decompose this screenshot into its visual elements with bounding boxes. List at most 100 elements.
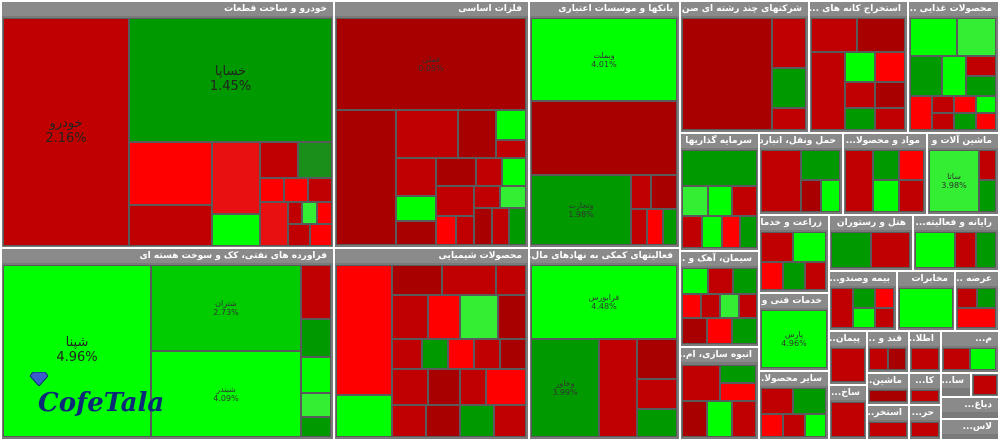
tile[interactable]: [954, 113, 976, 130]
tile[interactable]: [915, 232, 955, 268]
tile-shpna[interactable]: شپنا 4.96%: [3, 265, 151, 437]
tile[interactable]: [875, 82, 905, 108]
tile[interactable]: [436, 158, 476, 186]
sector-hotel[interactable]: هتل و رستوران: [830, 216, 912, 270]
tile[interactable]: [500, 339, 526, 369]
tile-pars[interactable]: پارس 4.96%: [761, 310, 827, 368]
sector-metals[interactable]: فلزات اساسی فملی 0.05%: [335, 2, 528, 247]
sector-mass-body[interactable]: [681, 364, 758, 439]
tile[interactable]: [873, 180, 899, 212]
tile[interactable]: [260, 142, 298, 178]
tile[interactable]: [899, 150, 924, 180]
tile[interactable]: [284, 178, 308, 202]
tile[interactable]: [910, 96, 932, 130]
tile[interactable]: [392, 339, 422, 369]
tile[interactable]: [720, 383, 756, 401]
sector-build[interactable]: ساخ...: [830, 386, 866, 439]
tile[interactable]: [682, 294, 701, 318]
tile[interactable]: [831, 232, 871, 268]
tile[interactable]: [761, 232, 793, 262]
tile[interactable]: [911, 390, 939, 402]
sector-misc2[interactable]: کا...: [910, 374, 940, 404]
tile[interactable]: [631, 209, 647, 245]
tile[interactable]: [708, 268, 733, 294]
tile[interactable]: [821, 180, 840, 212]
sector-telecom[interactable]: مخابرات: [898, 272, 954, 330]
tile[interactable]: [943, 348, 970, 370]
tile[interactable]: [496, 140, 526, 158]
tile-sata[interactable]: ساتا 3.98%: [929, 150, 979, 212]
tile-fa[interactable]: فرابورس 4.48%: [531, 265, 677, 339]
tile[interactable]: [932, 113, 954, 130]
tile[interactable]: [911, 422, 939, 437]
tile[interactable]: [805, 262, 826, 290]
sector-transport[interactable]: حمل ونقل، انبارد...: [760, 134, 842, 214]
tile[interactable]: [502, 158, 526, 186]
tile[interactable]: [336, 110, 396, 245]
tile[interactable]: [496, 110, 526, 140]
tile[interactable]: [396, 110, 458, 158]
tile[interactable]: [301, 417, 331, 437]
sector-finance-aux[interactable]: فعالیتهای کمکی به نهادهای مال... فرابورس…: [530, 249, 679, 439]
tile[interactable]: [682, 150, 757, 186]
tile[interactable]: [301, 393, 331, 417]
tile[interactable]: [682, 318, 707, 344]
tile[interactable]: [392, 265, 442, 295]
tile[interactable]: [298, 142, 332, 178]
sector-cement[interactable]: سیمان، آهک و ...: [681, 252, 758, 346]
tile[interactable]: [308, 178, 332, 202]
tile[interactable]: [875, 288, 894, 308]
tile[interactable]: [392, 369, 428, 405]
tile[interactable]: [853, 308, 875, 328]
tile-shbandar[interactable]: شبندر 4.09%: [151, 351, 301, 437]
tile-vkhazer[interactable]: وخاور 3.99%: [531, 339, 599, 437]
tile[interactable]: [772, 68, 806, 108]
tile[interactable]: [682, 216, 702, 248]
tile[interactable]: [458, 110, 496, 158]
tile[interactable]: [911, 348, 939, 370]
tile[interactable]: [396, 221, 436, 245]
tile[interactable]: [899, 288, 953, 328]
tile[interactable]: [966, 56, 996, 76]
sector-sugar[interactable]: قند و ...: [868, 332, 908, 372]
sector-extract[interactable]: استخر...: [868, 406, 908, 439]
tile[interactable]: [761, 388, 793, 414]
sector-automotive[interactable]: خودرو و ساخت قطعات خودرو 2.16% خساپا 1.45%: [2, 2, 333, 247]
tile[interactable]: [783, 262, 805, 290]
tile[interactable]: [631, 175, 651, 209]
tile-khodro[interactable]: خودرو 2.16%: [3, 18, 129, 246]
tile[interactable]: [486, 369, 526, 405]
tile[interactable]: [954, 96, 976, 113]
tile[interactable]: [474, 339, 500, 369]
tile[interactable]: [707, 401, 732, 437]
tile[interactable]: [957, 288, 977, 308]
tile[interactable]: [317, 202, 332, 224]
tile[interactable]: [476, 158, 502, 186]
tile[interactable]: [977, 288, 996, 308]
tile[interactable]: [831, 402, 865, 437]
tile[interactable]: [772, 108, 806, 130]
tile[interactable]: [761, 150, 801, 212]
tile[interactable]: [637, 339, 677, 379]
tile[interactable]: [460, 295, 498, 339]
tile[interactable]: [456, 216, 474, 245]
tile[interactable]: [871, 232, 910, 268]
tile[interactable]: [722, 216, 740, 248]
tile[interactable]: [955, 232, 976, 268]
tile[interactable]: [932, 96, 954, 113]
tile[interactable]: [831, 348, 865, 382]
tile[interactable]: [682, 401, 707, 437]
sector-contract[interactable]: پیمان...: [830, 332, 866, 384]
tile[interactable]: [761, 414, 783, 437]
tile[interactable]: [857, 18, 905, 52]
tile[interactable]: [436, 186, 474, 216]
tile[interactable]: [875, 108, 905, 130]
sector-computer[interactable]: رایانه و فعالیته...: [914, 216, 998, 270]
sector-misc1[interactable]: م...: [942, 332, 998, 372]
tile[interactable]: [873, 150, 899, 180]
tile[interactable]: [651, 175, 677, 209]
tile[interactable]: [976, 232, 996, 268]
tile[interactable]: [805, 414, 826, 437]
tile[interactable]: [288, 202, 302, 224]
